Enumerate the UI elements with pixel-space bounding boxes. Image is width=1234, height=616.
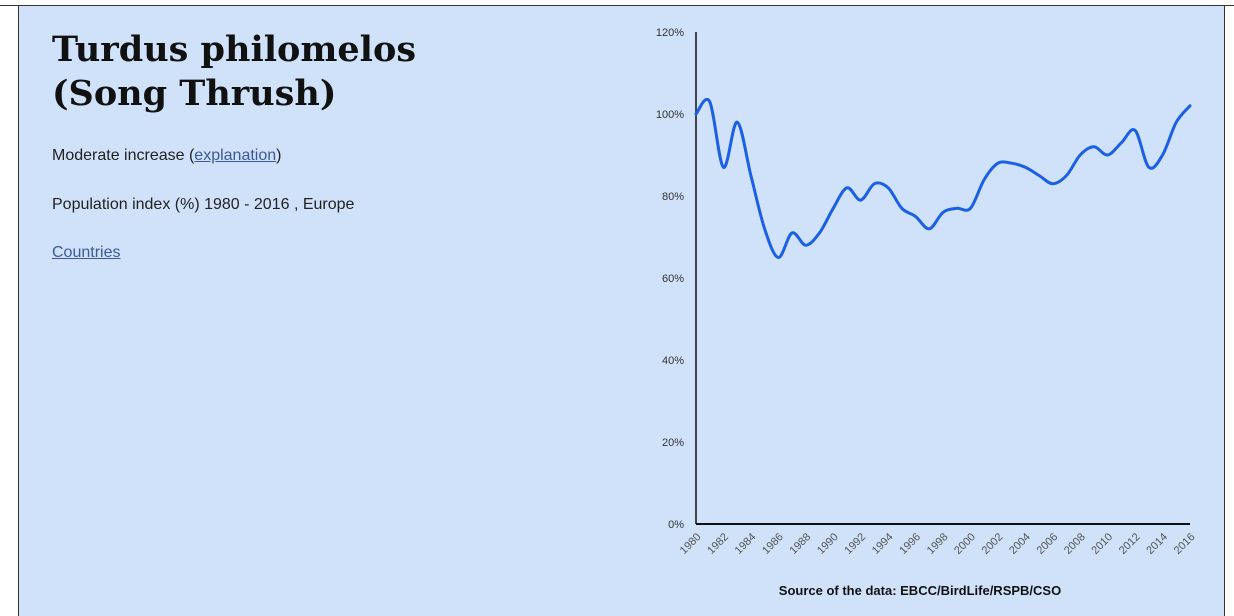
x-tick-label: 2010 [1089, 531, 1115, 557]
trend-text: Moderate increase (explanation) [52, 146, 281, 166]
species-title-common: (Song Thrush) [52, 73, 337, 114]
population-index-subtitle: Population index (%) 1980 - 2016 , Europ… [52, 196, 355, 213]
y-tick-label: 0% [668, 519, 684, 531]
countries-link[interactable]: Countries [52, 244, 121, 261]
species-title: Turdus philomelos (Song Thrush) [52, 28, 572, 116]
y-tick-label: 60% [662, 273, 684, 285]
trend-close-paren: ) [276, 147, 282, 164]
y-tick-label: 100% [656, 109, 684, 121]
x-tick-label: 1990 [815, 531, 841, 557]
x-tick-label: 1982 [705, 531, 731, 557]
x-tick-label: 2006 [1035, 531, 1061, 557]
x-tick-label: 2000 [952, 531, 978, 557]
x-tick-label: 1998 [925, 531, 951, 557]
y-tick-label: 120% [656, 27, 684, 39]
x-tick-label: 1986 [760, 531, 786, 557]
frame-border-right [1224, 5, 1225, 616]
x-tick-label: 1994 [870, 531, 896, 557]
explanation-link[interactable]: explanation [194, 147, 277, 164]
content-panel [19, 6, 1224, 616]
x-tick-label: 2016 [1172, 531, 1198, 557]
species-title-latin: Turdus philomelos [52, 29, 417, 70]
x-tick-label: 1988 [788, 531, 814, 557]
y-tick-label: 40% [662, 355, 684, 367]
frame-border-left [18, 5, 19, 616]
x-tick-label: 2004 [1007, 531, 1033, 557]
x-tick-label: 1996 [897, 531, 923, 557]
x-tick-label: 2012 [1117, 531, 1143, 557]
x-tick-label: 1984 [733, 531, 759, 557]
x-tick-label: 2014 [1144, 531, 1170, 557]
x-tick-label: 1980 [678, 531, 704, 557]
x-tick-label: 1992 [842, 531, 868, 557]
series-line-population-index [694, 98, 1192, 259]
x-tick-label: 2002 [980, 531, 1006, 557]
y-tick-label: 80% [662, 191, 684, 203]
frame-border-top [0, 5, 1234, 6]
x-tick-label: 2008 [1062, 531, 1088, 557]
data-source-label: Source of the data: EBCC/BirdLife/RSPB/C… [779, 583, 1061, 598]
trend-label: Moderate increase [52, 147, 185, 164]
trend-open-paren: ( [184, 147, 195, 164]
y-tick-label: 20% [662, 437, 684, 449]
